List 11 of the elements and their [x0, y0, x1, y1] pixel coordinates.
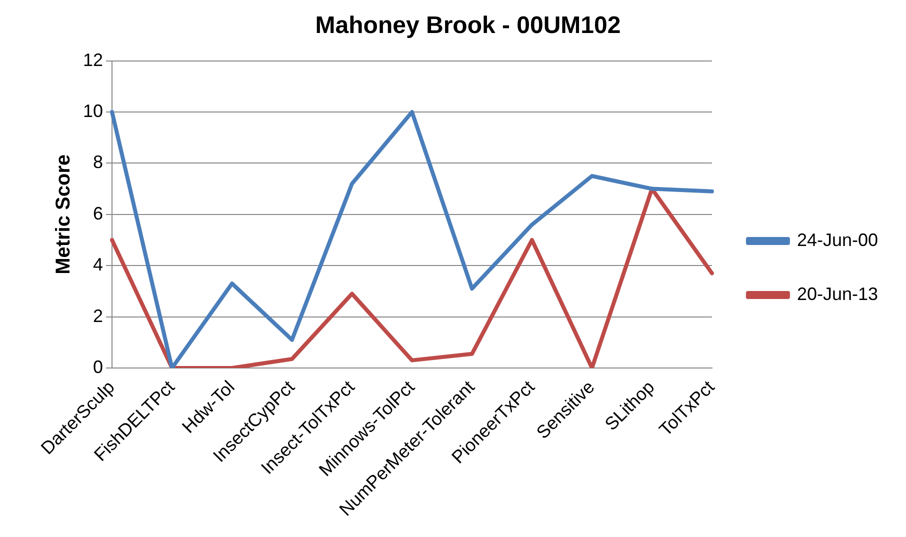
legend-label: 20-Jun-13	[796, 284, 878, 304]
chart-title: Mahoney Brook - 00UM102	[315, 12, 621, 40]
y-tick-label: 0	[93, 356, 104, 377]
y-tick-label: 4	[93, 254, 104, 275]
y-tick-label: 10	[82, 100, 104, 121]
legend-label: 24-Jun-00	[796, 230, 878, 250]
y-tick-label: 6	[93, 203, 104, 224]
y-tick-label: 12	[82, 50, 104, 70]
y-tick-label: 8	[93, 152, 104, 172]
y-axis-title: Metric Score	[52, 154, 75, 274]
y-tick-label: 2	[93, 306, 104, 326]
